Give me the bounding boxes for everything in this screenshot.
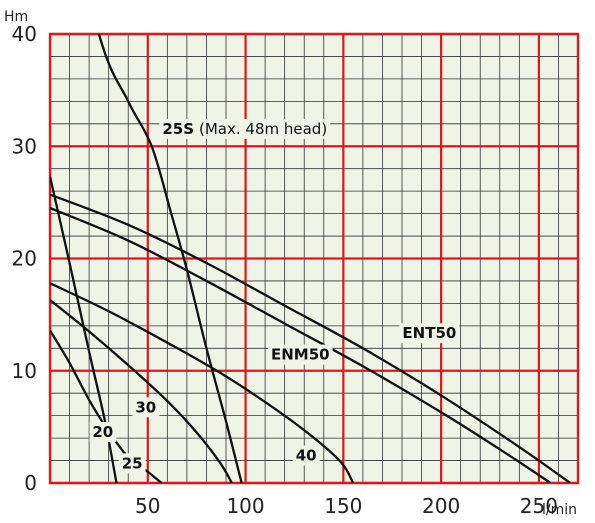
label-background	[89, 421, 117, 442]
series-label-25s: 25S (Max. 48m head)	[162, 120, 327, 138]
plot-frame	[48, 32, 580, 485]
series-line-25s	[97, 34, 243, 483]
y-tick-label: 30	[12, 134, 37, 158]
series-label-enm50: ENM50	[271, 346, 330, 364]
y-tick-label: 20	[12, 247, 37, 271]
series-label-25: 25	[122, 454, 143, 472]
x-axis-unit: l/min	[542, 502, 577, 518]
series-note: (Max. 48m head)	[199, 120, 327, 138]
label-background	[118, 453, 146, 474]
y-tick-label: 40	[12, 22, 37, 46]
label-background	[399, 323, 460, 344]
x-tick-label: 200	[422, 494, 460, 518]
x-tick-label: 100	[226, 494, 264, 518]
series-label-20: 20	[92, 423, 113, 441]
x-tick-label: 250	[520, 494, 558, 518]
x-tick-label: 50	[135, 494, 160, 518]
label-background	[159, 118, 331, 139]
y-tick-label: 0	[24, 471, 37, 495]
label-background	[292, 445, 320, 466]
series-line-30	[50, 299, 233, 483]
y-axis-unit: Hm	[4, 9, 28, 25]
series-line-40	[50, 282, 355, 483]
series-label-30: 30	[135, 398, 156, 416]
series-line-enm50	[50, 206, 552, 483]
series-labels: 20 25 30 40 25S (Max. 48m head) ENM50 ENT50	[89, 118, 460, 474]
series-label-40: 40	[296, 447, 317, 465]
label-background	[268, 344, 333, 365]
tick-labels: 50 100 150 200 250 0 10 20 30 40	[12, 22, 558, 518]
y-tick-label: 10	[12, 359, 37, 383]
label-background	[132, 397, 160, 418]
series-line-ent50	[50, 193, 571, 483]
series-label-ent50: ENT50	[402, 324, 456, 342]
x-tick-label: 150	[324, 494, 362, 518]
